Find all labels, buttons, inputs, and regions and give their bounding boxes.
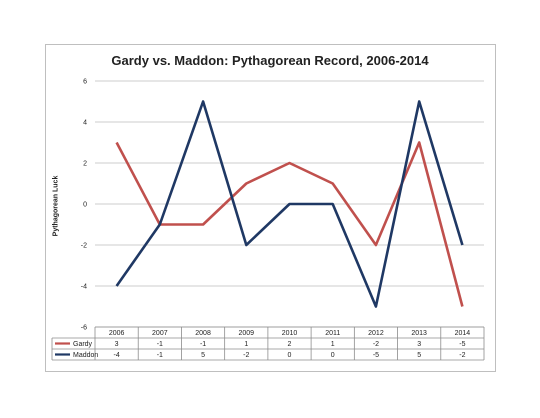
x-tick-label: 2014 (455, 330, 471, 337)
legend-label-maddon: Maddon (73, 352, 98, 359)
table-cell-maddon: 5 (201, 352, 205, 359)
y-tick-label: 0 (83, 202, 87, 209)
y-tick-label: -6 (81, 325, 87, 332)
table-cell-maddon: -2 (459, 352, 465, 359)
y-tick-label: -4 (81, 284, 87, 291)
table-cell-maddon: 0 (331, 352, 335, 359)
series-line-maddon (115, 100, 464, 308)
table-cell-maddon: 0 (288, 352, 292, 359)
series-line-gardy (115, 141, 464, 307)
table-cell-gardy: -2 (373, 341, 379, 348)
x-tick-label: 2011 (325, 330, 340, 337)
x-tick-label: 2008 (195, 330, 211, 337)
table-cell-maddon: -4 (113, 352, 119, 359)
x-tick-label: 2010 (282, 330, 298, 337)
chart-title: Gardy vs. Maddon: Pythagorean Record, 20… (111, 53, 429, 68)
data-table: 2006 2007 2008 2009 2010 2011 2012 2013 2014Gard… (51, 326, 485, 361)
table-cell-gardy: 2 (288, 341, 292, 348)
table-cell-maddon: 5 (417, 352, 421, 359)
chart-frame (45, 44, 496, 372)
table-cell-maddon: -1 (157, 352, 163, 359)
y-tick-label: 6 (83, 79, 87, 86)
table-cell-gardy: 1 (331, 341, 335, 348)
y-tick-label: 4 (83, 120, 87, 127)
y-tick-label: -2 (81, 243, 87, 250)
table-cell-maddon: -2 (243, 352, 249, 359)
table-cell-gardy: 3 (417, 341, 421, 348)
series-lines (115, 100, 464, 308)
x-tick-label: 2012 (368, 330, 384, 337)
table-cell-gardy: -1 (157, 341, 163, 348)
legend-label-gardy: Gardy (73, 341, 93, 348)
y-tick-labels: 6 4 2 0 -2 -4 -6 (81, 79, 87, 332)
table-cell-gardy: -1 (200, 341, 206, 348)
x-tick-label: 2013 (411, 330, 427, 337)
table-cell-gardy: -5 (459, 341, 465, 348)
table-cell-gardy: 3 (115, 341, 119, 348)
y-tick-label: 2 (83, 161, 87, 168)
x-tick-label: 2009 (238, 330, 254, 337)
table-cell-maddon: -5 (373, 352, 379, 359)
x-tick-label: 2006 (109, 330, 125, 337)
table-cell-gardy: 1 (244, 341, 248, 348)
x-tick-label: 2007 (152, 330, 168, 337)
